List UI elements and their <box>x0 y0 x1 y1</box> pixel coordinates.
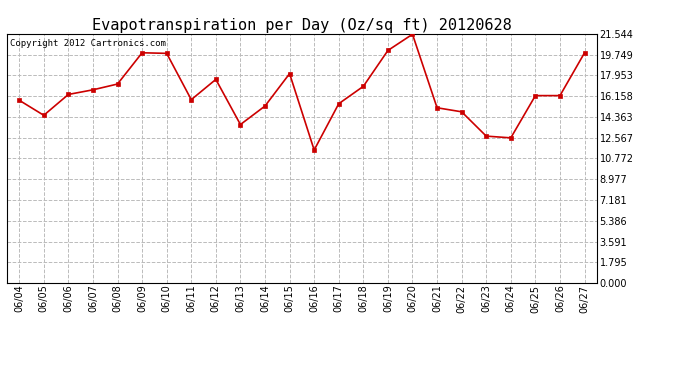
Text: Copyright 2012 Cartronics.com: Copyright 2012 Cartronics.com <box>10 39 166 48</box>
Title: Evapotranspiration per Day (Oz/sq ft) 20120628: Evapotranspiration per Day (Oz/sq ft) 20… <box>92 18 512 33</box>
